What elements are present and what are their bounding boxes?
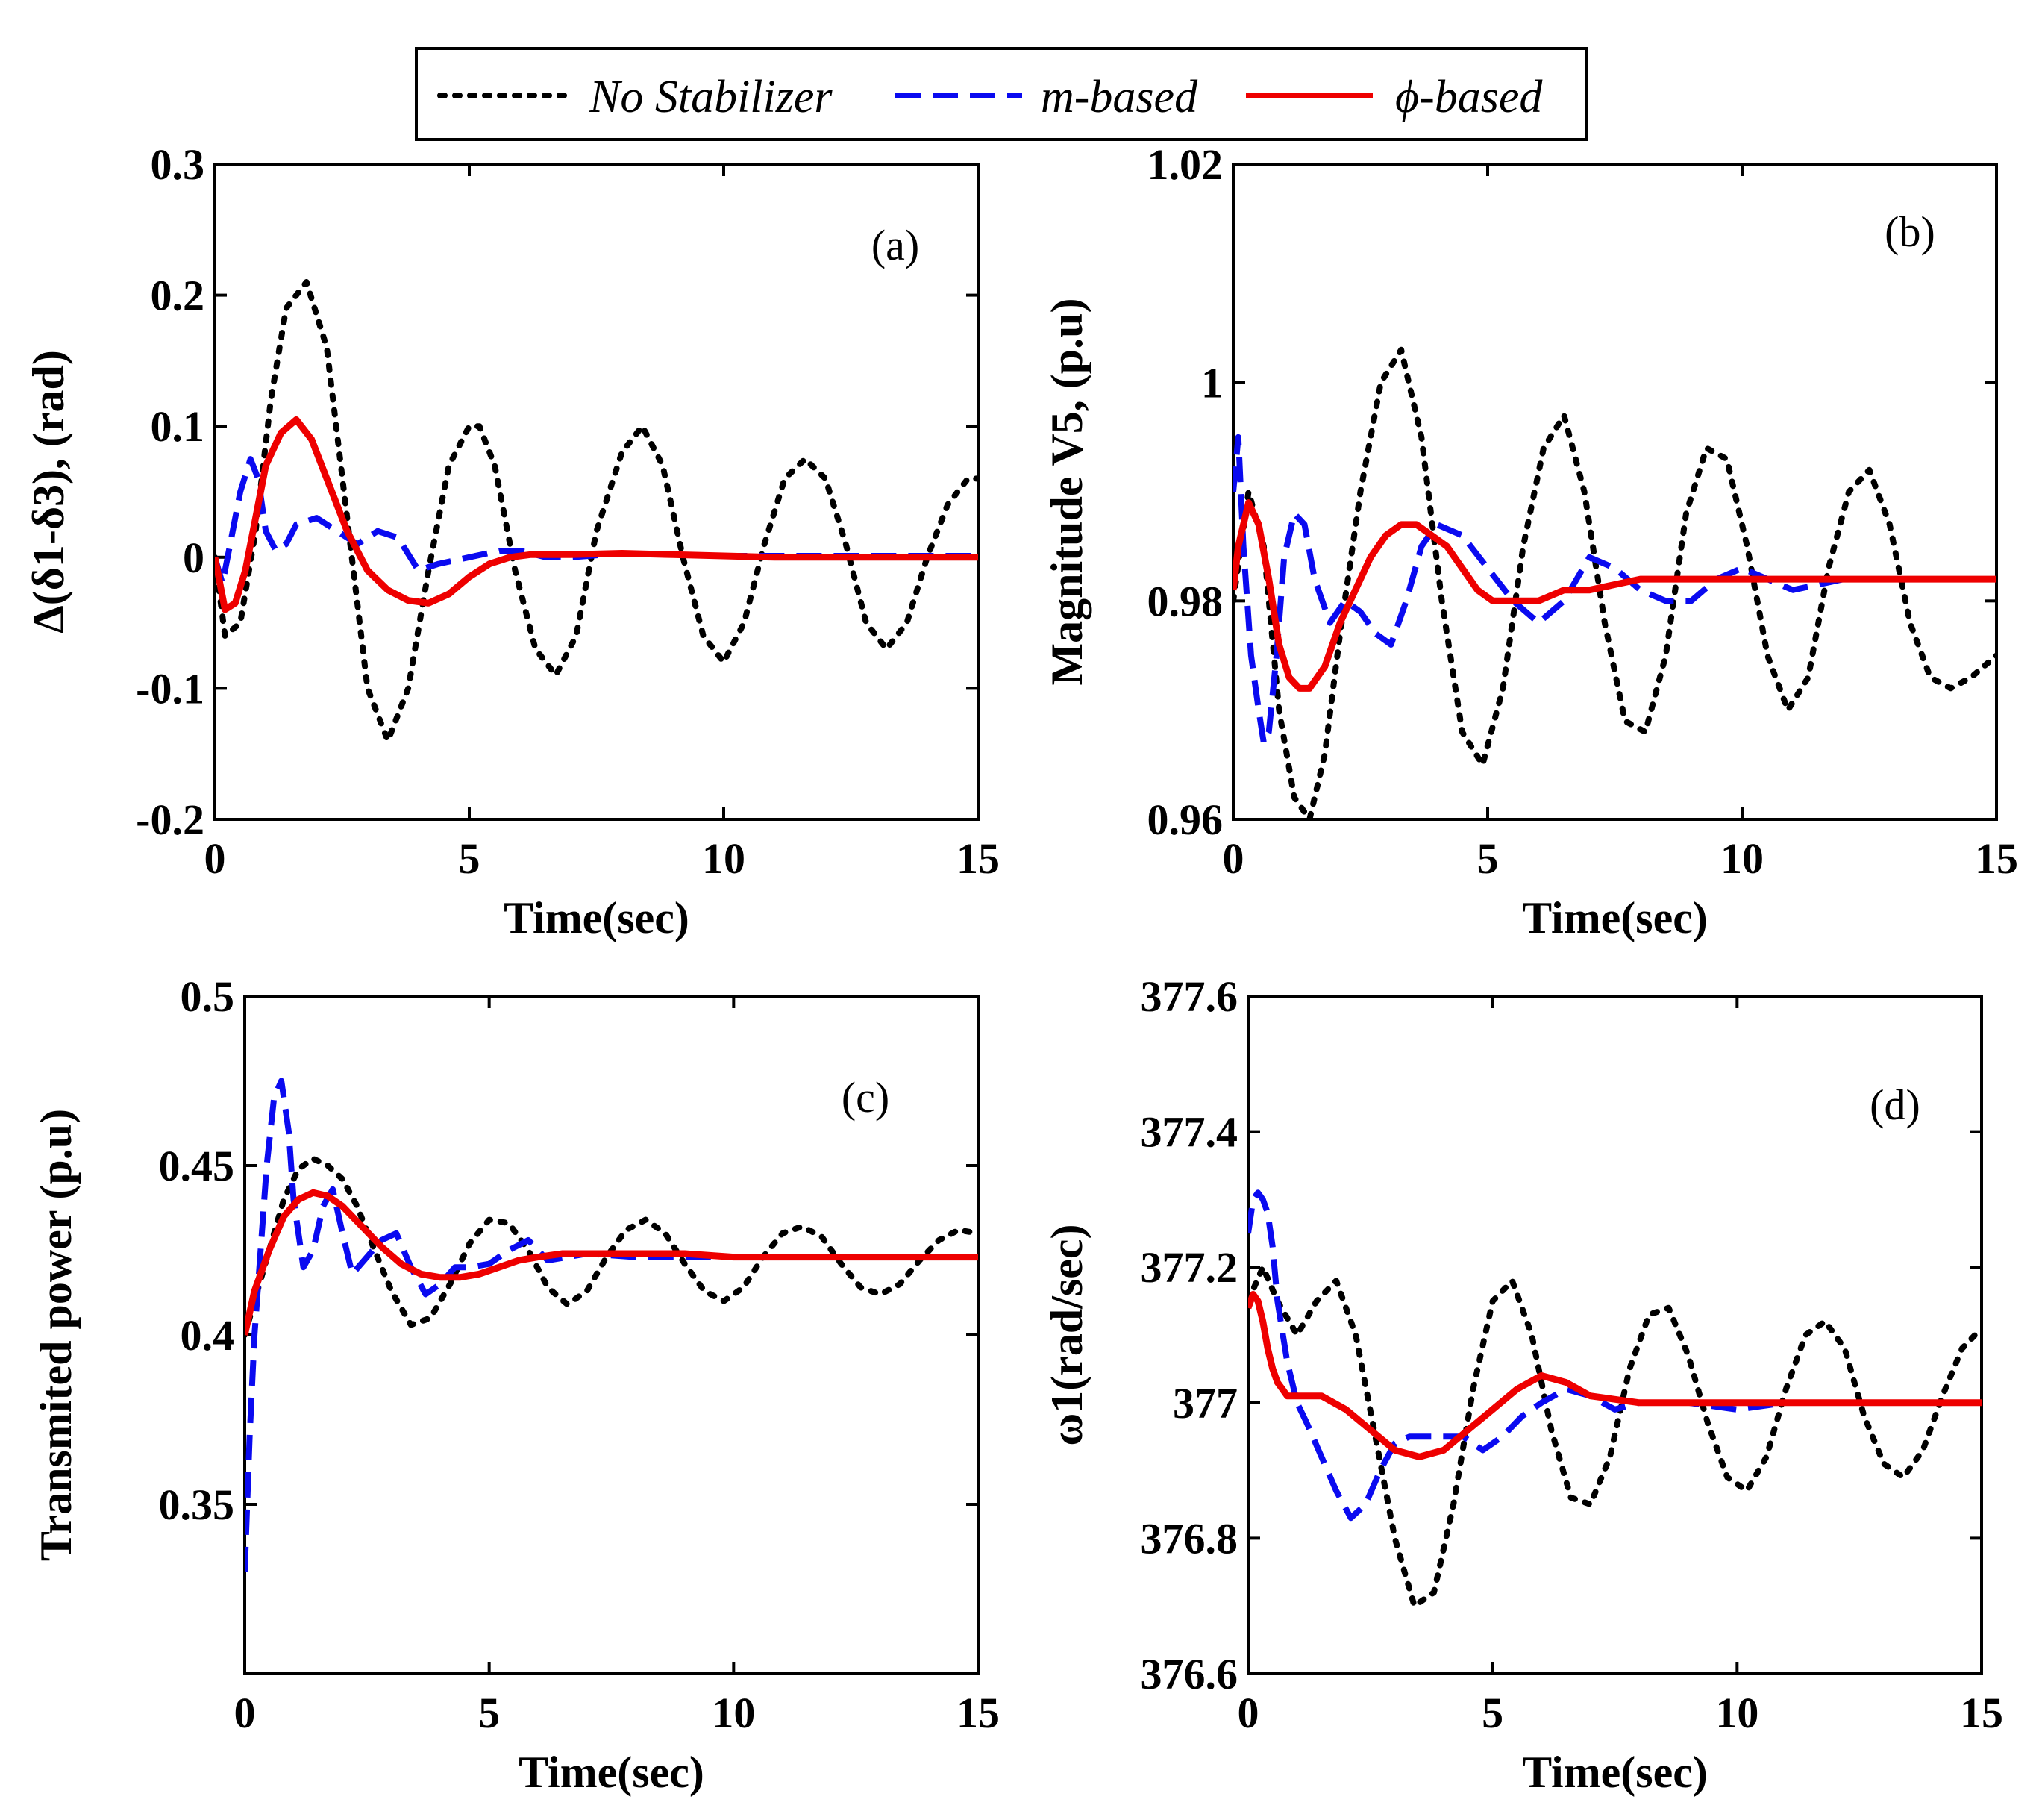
y-tick-label: 377.2 — [1141, 1243, 1238, 1292]
x-tick-label: 5 — [1477, 834, 1499, 883]
x-tick-label: 10 — [1720, 834, 1764, 883]
panel-label: (d) — [1870, 1081, 1920, 1129]
x-tick-label: 15 — [956, 1689, 1000, 1737]
panel-label: (b) — [1885, 207, 1935, 256]
x-tick-label: 5 — [459, 834, 480, 883]
panel-b: 0 5 10 15 0.96 0.98 1 1.02 Time(sec) Magnitude V5… — [1042, 140, 2018, 942]
x-axis-label: Time(sec) — [1522, 1748, 1708, 1797]
plot-frame — [213, 163, 980, 821]
y-tick-label: 0.5 — [181, 972, 235, 1021]
series-line-phi-based — [1248, 1291, 1982, 1460]
series-line-m-based — [245, 1078, 978, 1572]
panel-d: 0 5 10 15 376.6 376.8 377 377.2 377.4 377.6 Time(s… — [1042, 972, 2003, 1797]
x-tick-label: 5 — [1482, 1689, 1503, 1737]
panel-label: (a) — [871, 221, 919, 269]
y-tick-label: 377.4 — [1141, 1108, 1238, 1157]
y-tick-label: -0.2 — [136, 795, 204, 844]
x-axis-label: Time(sec) — [1522, 893, 1708, 942]
y-axis-label: ω1(rad/sec) — [1042, 1224, 1091, 1445]
y-axis-label: Magnitude V5, (p.u) — [1042, 298, 1091, 686]
y-tick-label: 1.02 — [1147, 140, 1224, 189]
y-tick-label: 0.96 — [1147, 795, 1224, 844]
y-tick-label: 0.1 — [151, 402, 205, 451]
panel-a: 0 5 10 15 -0.2 -0.1 0 0.1 0.2 0.3 Time(sec) Δ(δ1-δ3… — [24, 140, 1000, 942]
series-line-phi-based — [215, 416, 978, 613]
plot-frame — [1247, 995, 1983, 1675]
legend: No Stabilizer m-based ϕ-based — [415, 47, 1588, 141]
legend-label-phi-based: ϕ-based — [1395, 72, 1543, 122]
panel-c: 0 5 10 15 0.35 0.4 0.45 0.5 Time(sec) Transmited … — [31, 972, 1000, 1797]
plot-frame — [1232, 163, 1998, 821]
x-tick-label: 10 — [702, 834, 745, 883]
series-line-phi-based — [1233, 499, 1996, 692]
x-tick-label: 0 — [204, 834, 226, 883]
series-line-no-stabilizer — [215, 279, 978, 744]
x-axis-label: Time(sec) — [504, 893, 689, 942]
x-tick-label: 0 — [1223, 834, 1244, 883]
y-tick-label: 0.98 — [1147, 577, 1224, 625]
legend-label-m-based: m-based — [1041, 72, 1198, 122]
y-tick-label: 0.45 — [159, 1142, 235, 1190]
y-tick-label: 376.8 — [1141, 1514, 1238, 1563]
series-group — [215, 279, 978, 744]
y-tick-label: 1 — [1201, 359, 1223, 407]
y-tick-label: 376.6 — [1141, 1650, 1238, 1698]
x-tick-label: 15 — [1960, 1689, 2003, 1737]
y-tick-label: -0.1 — [136, 664, 204, 713]
series-line-no-stabilizer — [245, 1155, 978, 1338]
series-line-m-based — [1233, 434, 1996, 746]
y-tick-label: 377 — [1173, 1379, 1238, 1427]
x-tick-label: 0 — [234, 1689, 256, 1737]
x-tick-label: 0 — [1238, 1689, 1259, 1737]
y-axis-label: Transmited power (p.u) — [31, 1109, 81, 1561]
y-tick-label: 377.6 — [1141, 972, 1238, 1021]
y-tick-label: 0 — [183, 534, 204, 582]
series-group — [1233, 346, 1996, 819]
series-line-m-based — [1248, 1189, 1982, 1522]
legend-box — [415, 47, 1588, 141]
x-tick-label: 10 — [1715, 1689, 1758, 1737]
x-tick-label: 15 — [1975, 834, 2018, 883]
series-group — [1248, 1189, 1982, 1610]
series-line-no-stabilizer — [1248, 1264, 1982, 1610]
series-line-phi-based — [245, 1189, 978, 1336]
y-tick-label: 0.35 — [159, 1480, 235, 1529]
y-axis-label: Δ(δ1-δ3), (rad) — [24, 350, 73, 634]
panel-label: (c) — [842, 1073, 889, 1122]
series-line-no-stabilizer — [1233, 346, 1996, 819]
x-tick-label: 10 — [712, 1689, 755, 1737]
x-tick-label: 5 — [478, 1689, 500, 1737]
x-axis-label: Time(sec) — [519, 1748, 704, 1797]
x-tick-label: 15 — [956, 834, 1000, 883]
y-tick-label: 0.3 — [151, 140, 205, 189]
y-tick-label: 0.2 — [151, 272, 205, 320]
series-group — [245, 1078, 978, 1572]
legend-label-no-stabilizer: No Stabilizer — [589, 72, 833, 122]
y-tick-label: 0.4 — [181, 1311, 235, 1360]
